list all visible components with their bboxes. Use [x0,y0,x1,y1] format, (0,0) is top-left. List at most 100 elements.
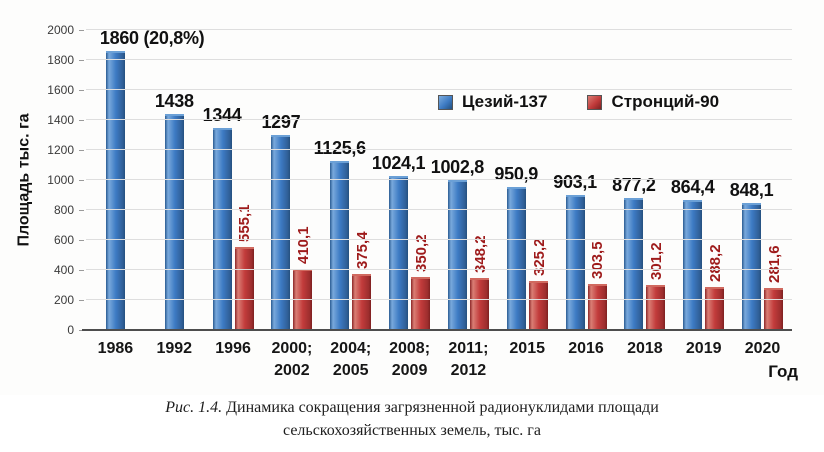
cesium-bar: 1002,8 [431,157,484,330]
gridline [86,209,792,210]
gridline [86,59,792,60]
gridline [86,29,792,30]
cesium-value-label: 1125,6 [313,138,367,159]
bar-group: 864,4 288,2 [671,30,733,330]
strontium-value-label: 325,2 [530,238,548,277]
gridline [86,299,792,300]
legend: Цезий-137 Стронций-90 [438,92,719,112]
strontium-bar: 288,2 [705,244,725,330]
strontium-value-label: 301,2 [648,242,666,280]
strontium-bar: 281,6 [764,245,784,330]
legend-item-cesium: Цезий-137 [438,92,547,112]
x-axis-title: Год [768,362,798,381]
gridline [86,119,792,120]
figure-caption-number: Рис. 1.4. [165,399,223,416]
y-tick-mark [79,149,84,151]
y-tick-label: 1600 [47,83,74,97]
legend-swatch-strontium [587,94,603,110]
strontium-value-label: 281,6 [765,245,783,283]
x-axis-category-label: 2008; 2009 [389,340,431,380]
y-tick-mark [79,269,84,271]
y-tick-mark [79,89,84,91]
plot-area: 1860 (20,8%) 1438 1344 555,1 1297 410,1 1125,6… [82,28,792,331]
legend-label-strontium: Стронций-90 [611,92,720,111]
strontium-bar: 555,1 [234,204,254,330]
y-tick-mark [79,299,84,301]
strontium-bar: 325,2 [528,239,548,330]
cesium-bar: 1860 (20,8%) [100,28,205,330]
y-tick-mark [79,119,84,121]
x-axis-category-label: 2011; 2012 [448,340,489,380]
x-axis-labels: 1986 1992 1996 2000; 2002 2004; 2005 2008; 20… [86,338,792,383]
y-tick-label: 2000 [47,23,74,37]
y-tick-mark [79,29,84,31]
cesium-bar: 1125,6 [314,138,366,330]
bar-group: 848,1 281,6 [729,30,792,330]
strontium-value-label: 303,5 [589,241,607,280]
bar-group: 1125,6 375,4 [314,30,380,330]
cesium-value-label: 864,4 [670,177,715,198]
bar-group: 1860 (20,8%) [86,28,205,330]
cesium-value-label: 1297 [261,112,301,133]
y-tick-mark [79,329,84,331]
x-axis-category-label: 1986 [97,340,134,357]
y-tick-label: 1800 [47,53,74,67]
cesium-bar: 877,2 [612,175,656,330]
bar-group: 1024,1 350,2 [372,30,439,330]
y-tick-label: 1400 [47,113,74,127]
x-axis-category-label: 2000; 2002 [271,340,313,380]
strontium-value-label: 350,2 [412,234,430,273]
x-axis-line [82,329,792,331]
figure-caption-body: Динамика сокращения загрязненной радиону… [226,399,659,440]
y-tick-mark [79,59,84,61]
legend-swatch-cesium [438,94,453,110]
cesium-bar: 864,4 [671,177,715,330]
figure-caption-text: Рис. 1.4. Динамика сокращения загрязненн… [92,396,732,442]
x-axis-category-label: 2015 [509,340,545,357]
cesium-bar: 903,1 [553,172,597,330]
cesium-value-label: 1438 [154,91,194,112]
y-tick-label: 200 [53,293,74,307]
cesium-bar: 1344 [203,105,242,330]
cesium-value-label: 1860 (20,8%) [99,28,205,48]
strontium-value-label: 375,4 [354,231,372,269]
x-axis-category-label: 1992 [156,340,193,357]
bar-group: 1344 555,1 [203,30,263,330]
y-tick-label: 400 [53,263,74,277]
x-axis-category-label: 2018 [627,340,663,357]
bar-group: 1438 [145,30,204,330]
strontium-bar: 348,2 [469,235,489,330]
strontium-bar: 375,4 [352,231,372,330]
figure-caption: Рис. 1.4. Динамика сокращения загрязненн… [0,396,824,442]
cesium-value-label: 1344 [202,105,242,126]
y-tick-mark [79,209,84,211]
gridline [86,179,792,180]
bar-groups: 1860 (20,8%) 1438 1344 555,1 1297 410,1 1125,6… [86,28,792,330]
cesium-value-label: 877,2 [612,175,656,196]
strontium-bar: 350,2 [411,235,431,330]
strontium-value-label: 348,2 [471,235,489,273]
cesium-bar: 1024,1 [372,153,425,330]
bar-group: 903,1 303,5 [553,30,616,330]
bar-group: 877,2 301,2 [612,30,674,330]
x-axis-category-label: 1996 [215,340,251,357]
y-tick-mark [79,179,84,181]
x-axis-category-label: 2004; 2005 [330,340,372,380]
legend-label-cesium: Цезий-137 [462,92,548,111]
bar-group: 1002,8 348,2 [431,30,498,330]
x-axis-category-label: 2020 [744,340,781,357]
cesium-value-label: 903,1 [553,171,597,192]
y-tick-label: 0 [67,323,74,337]
y-tick-label: 1200 [47,143,74,157]
y-tick-label: 1000 [47,173,74,187]
strontium-value-label: 288,2 [706,244,724,282]
y-tick-label: 600 [53,233,74,247]
cesium-value-label: 848,1 [729,179,774,200]
x-axis-category-label: 2019 [685,340,722,357]
gridline [86,149,792,150]
strontium-bar: 303,5 [587,242,607,330]
strontium-bar: 301,2 [646,242,666,330]
bar-group: 950,9 325,2 [494,30,557,330]
bar-chart: Площадь тыс. га 0 200 400 600 800 1000 1200 140… [16,23,798,383]
bar-group: 1297 410,1 [261,30,321,330]
